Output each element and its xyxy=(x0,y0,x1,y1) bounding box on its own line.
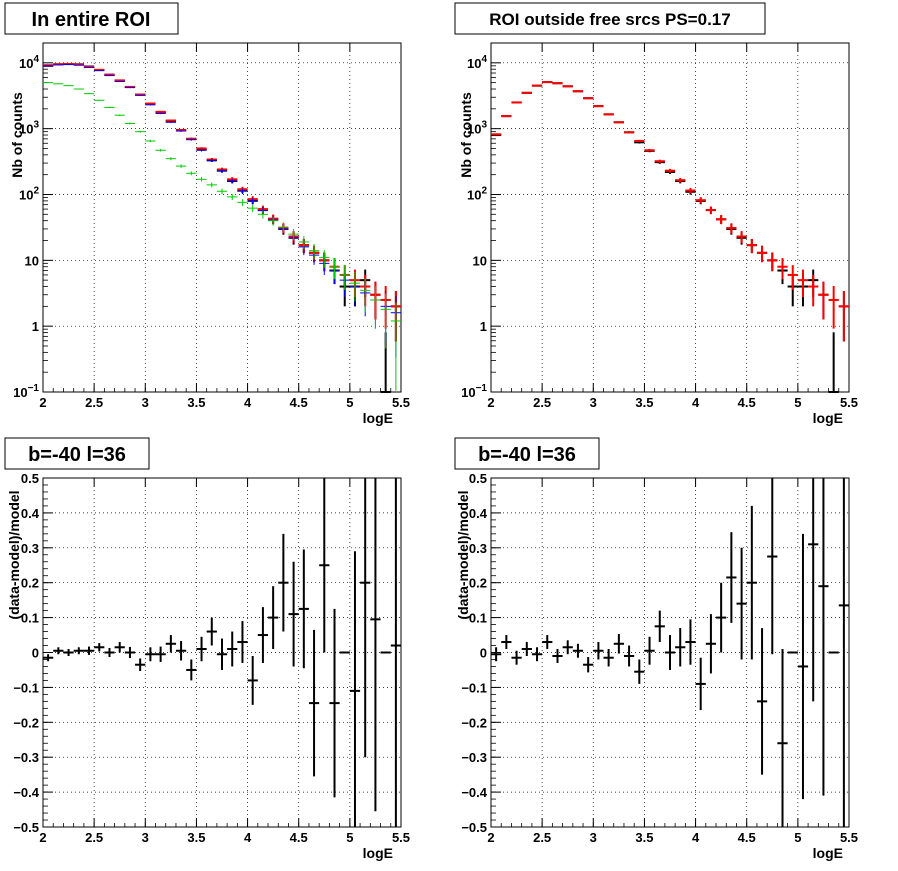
y-tick-label: 102 xyxy=(467,185,487,202)
y-axis-label: Nb of counts xyxy=(9,92,25,178)
x-tick-label: 5 xyxy=(794,830,801,845)
x-tick-label: 2.5 xyxy=(85,830,103,845)
y-tick-label: 0.3 xyxy=(469,541,487,556)
x-tick-label: 3 xyxy=(590,830,597,845)
panel-bottom-right: b=-40 l=36 logE (data-model)/model 2 2.5 3… xyxy=(454,437,858,861)
series-3 xyxy=(43,82,401,391)
x-tick-label: 5.5 xyxy=(840,395,858,410)
y-tick-label: 1 xyxy=(480,319,487,334)
x-tick-label: 5 xyxy=(346,395,353,410)
series-1 xyxy=(491,81,849,342)
chart-title: ROI outside free srcs PS=0.17 xyxy=(489,10,730,29)
y-tick-label: −0.5 xyxy=(13,820,39,835)
y-tick-label: 0.3 xyxy=(21,541,39,556)
x-tick-label: 2 xyxy=(39,395,46,410)
y-tick-label: 0.5 xyxy=(21,471,39,486)
x-tick-label: 5.5 xyxy=(392,395,410,410)
x-tick-label: 2 xyxy=(487,395,494,410)
x-tick-label: 3 xyxy=(142,395,149,410)
panel-top-left: In entire ROI logE Nb of counts 2 2.5 3 3.5… xyxy=(4,2,410,426)
chart-title: In entire ROI xyxy=(32,9,151,31)
x-tick-label: 4 xyxy=(244,395,252,410)
title-box xyxy=(454,2,766,35)
x-axis-label: logE xyxy=(813,845,843,861)
x-axis-label: logE xyxy=(363,410,393,426)
y-tick-label: 0 xyxy=(480,646,487,661)
y-tick-label: 0.2 xyxy=(21,576,39,591)
x-tick-label: 3.5 xyxy=(187,395,205,410)
x-tick-label: 4.5 xyxy=(738,830,756,845)
y-tick-label: 10−1 xyxy=(13,383,39,400)
y-tick-label: 10 xyxy=(25,253,39,268)
x-tick-label: 4.5 xyxy=(290,395,308,410)
residual-series xyxy=(43,478,401,827)
y-tick-label: 103 xyxy=(467,120,487,137)
x-tick-label: 3.5 xyxy=(635,830,653,845)
y-tick-label: 104 xyxy=(467,54,487,71)
x-tick-label: 5.5 xyxy=(392,830,410,845)
x-tick-label: 4 xyxy=(692,830,700,845)
y-tick-label: 10−1 xyxy=(461,383,487,400)
x-axis-label: logE xyxy=(813,410,843,426)
chart-title: b=-40 l=36 xyxy=(478,444,576,466)
y-tick-label: 103 xyxy=(19,120,39,137)
x-tick-label: 2 xyxy=(487,830,494,845)
x-tick-label: 4 xyxy=(244,830,252,845)
x-tick-label: 3.5 xyxy=(635,395,653,410)
chart-title: b=-40 l=36 xyxy=(28,444,126,466)
y-tick-label: −0.1 xyxy=(13,680,39,695)
x-tick-label: 3 xyxy=(590,395,597,410)
x-tick-label: 3 xyxy=(142,830,149,845)
x-tick-label: 5 xyxy=(794,395,801,410)
x-axis-label: logE xyxy=(363,845,393,861)
x-tick-label: 2.5 xyxy=(533,830,551,845)
y-tick-label: 102 xyxy=(19,185,39,202)
y-tick-label: 0.5 xyxy=(469,471,487,486)
y-axis-label: (data-model)/model xyxy=(6,490,22,619)
panel-top-right: ROI outside free srcs PS=0.17 logE Nb of… xyxy=(454,2,858,426)
y-tick-label: −0.3 xyxy=(13,750,39,765)
y-axis-label: Nb of counts xyxy=(458,92,474,178)
y-axis-label: (data-model)/model xyxy=(455,490,471,619)
y-tick-label: 1 xyxy=(32,319,39,334)
y-tick-label: −0.2 xyxy=(13,715,39,730)
x-tick-label: 5 xyxy=(346,830,353,845)
y-tick-label: −0.4 xyxy=(461,785,487,800)
y-tick-label: 10 xyxy=(473,253,487,268)
y-tick-label: 0 xyxy=(32,646,39,661)
title-box xyxy=(454,437,600,470)
y-tick-label: 0.4 xyxy=(469,506,488,521)
y-tick-label: −0.1 xyxy=(461,680,487,695)
y-tick-label: −0.2 xyxy=(461,715,487,730)
title-box xyxy=(4,2,179,35)
y-tick-label: −0.4 xyxy=(13,785,39,800)
y-tick-label: 0.2 xyxy=(469,576,487,591)
y-tick-label: 0.4 xyxy=(21,506,40,521)
y-tick-label: −0.3 xyxy=(461,750,487,765)
x-tick-label: 4.5 xyxy=(290,830,308,845)
x-tick-label: 2.5 xyxy=(533,395,551,410)
panel-bottom-left: b=-40 l=36 logE (data-model)/model 2 2.5 3… xyxy=(4,437,410,861)
y-tick-label: 0.1 xyxy=(469,611,487,626)
x-tick-label: 2 xyxy=(39,830,46,845)
x-tick-label: 2.5 xyxy=(85,395,103,410)
title-box xyxy=(4,437,150,470)
x-tick-label: 5.5 xyxy=(840,830,858,845)
x-tick-label: 4.5 xyxy=(738,395,756,410)
y-tick-label: 104 xyxy=(19,54,39,71)
y-tick-label: 0.1 xyxy=(21,611,39,626)
plot-frame xyxy=(490,42,850,393)
residual-series xyxy=(491,478,849,827)
plot-frame xyxy=(42,42,402,393)
x-tick-label: 4 xyxy=(692,395,700,410)
y-tick-label: −0.5 xyxy=(461,820,487,835)
x-tick-label: 3.5 xyxy=(187,830,205,845)
